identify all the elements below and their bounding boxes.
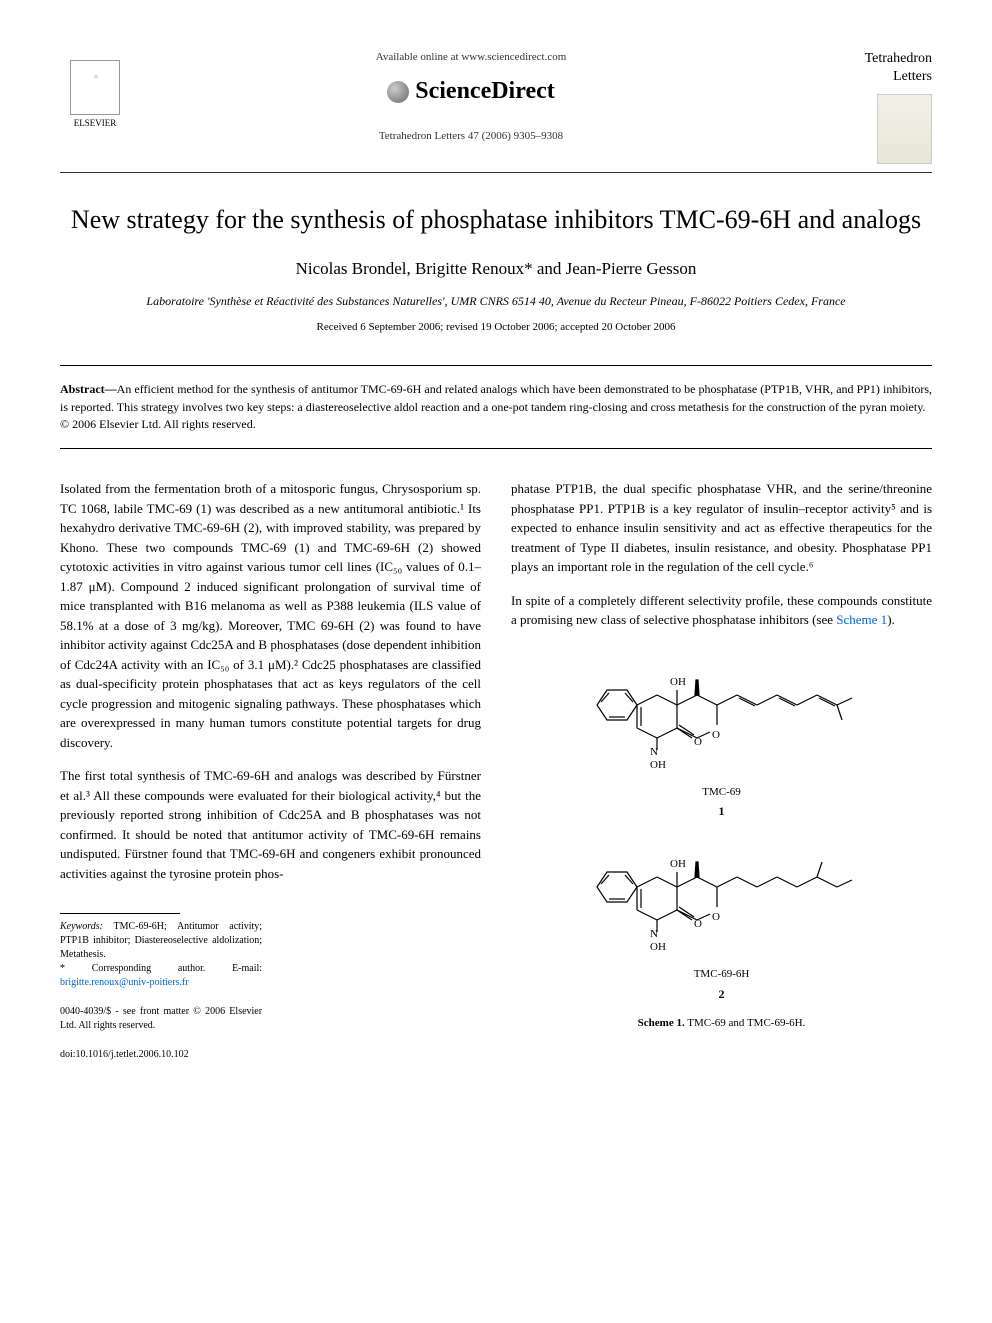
scheme-caption-text: TMC-69 and TMC-69-6H.	[685, 1017, 806, 1029]
footer-left: Keywords: TMC-69-6H; Antitumor activity;…	[60, 913, 262, 1062]
issn-line: 0040-4039/$ - see front matter © 2006 El…	[60, 1005, 262, 1033]
compound-2-label: TMC-69-6H	[511, 966, 932, 983]
sciencedirect-text: ScienceDirect	[415, 75, 555, 109]
body-p2: The first total synthesis of TMC-69-6H a…	[60, 766, 481, 883]
left-column: Isolated from the fermentation broth of …	[60, 479, 481, 1062]
available-online-text: Available online at www.sciencedirect.co…	[150, 50, 792, 65]
elsevier-tree-icon	[70, 60, 120, 115]
body-p3: phatase PTP1B, the dual specific phospha…	[511, 479, 932, 577]
footnote-rule	[60, 913, 180, 914]
svg-text:OH: OH	[670, 676, 686, 688]
body-p4: In spite of a completely different selec…	[511, 591, 932, 630]
svg-text:OH: OH	[650, 941, 666, 953]
elsevier-logo: ELSEVIER	[60, 50, 130, 130]
abstract-label: Abstract—	[60, 382, 117, 396]
body-columns: Isolated from the fermentation broth of …	[60, 479, 932, 1062]
header-bar: ELSEVIER Available online at www.science…	[60, 50, 932, 164]
journal-name-2: Letters	[812, 68, 932, 86]
right-column: phatase PTP1B, the dual specific phospha…	[511, 479, 932, 1062]
journal-reference: Tetrahedron Letters 47 (2006) 9305–9308	[150, 129, 792, 144]
body-p4-end: ).	[887, 612, 895, 627]
doi-line: doi:10.1016/j.tetlet.2006.10.102	[60, 1048, 262, 1062]
corr-label: * Corresponding author. E-mail:	[60, 963, 262, 974]
svg-text:O: O	[712, 911, 720, 923]
compound-2-structure: N OH O OH O	[582, 832, 862, 962]
keywords-label: Keywords:	[60, 921, 103, 932]
top-rule	[60, 172, 932, 173]
journal-cover-icon	[877, 94, 932, 164]
compound-2-num: 2	[511, 985, 932, 1003]
svg-text:O: O	[712, 729, 720, 741]
svg-text:OH: OH	[650, 759, 666, 771]
compound-1-structure: N OH O OH O	[582, 650, 862, 780]
sciencedirect-logo: ScienceDirect	[387, 75, 555, 109]
article-title: New strategy for the synthesis of phosph…	[60, 203, 932, 237]
keywords-line: Keywords: TMC-69-6H; Antitumor activity;…	[60, 920, 262, 962]
journal-right-block: Tetrahedron Letters	[812, 50, 932, 164]
elsevier-text: ELSEVIER	[74, 117, 117, 130]
abstract-bottom-rule	[60, 448, 932, 449]
authors: Nicolas Brondel, Brigitte Renoux* and Je…	[60, 257, 932, 281]
svg-text:OH: OH	[670, 858, 686, 870]
scheme-1-figure: N OH O OH O	[511, 650, 932, 1032]
abstract-top-rule	[60, 365, 932, 366]
email-link[interactable]: brigitte.renoux@univ-poitiers.fr	[60, 977, 189, 988]
affiliation: Laboratoire 'Synthèse et Réactivité des …	[60, 293, 932, 310]
dates: Received 6 September 2006; revised 19 Oc…	[60, 320, 932, 335]
abstract-block: Abstract—An efficient method for the syn…	[60, 381, 932, 433]
sciencedirect-ball-icon	[387, 81, 409, 103]
scheme-link[interactable]: Scheme 1	[836, 612, 887, 627]
compound-1-num: 1	[511, 802, 932, 820]
compound-1-label: TMC-69	[511, 784, 932, 801]
journal-name-1: Tetrahedron	[812, 50, 932, 68]
body-p1: Isolated from the fermentation broth of …	[60, 479, 481, 752]
copyright: © 2006 Elsevier Ltd. All rights reserved…	[60, 416, 932, 433]
scheme-caption-label: Scheme 1.	[638, 1017, 685, 1029]
corresponding-author: * Corresponding author. E-mail: brigitte…	[60, 962, 262, 990]
abstract-text: An efficient method for the synthesis of…	[60, 382, 932, 413]
scheme-caption: Scheme 1. TMC-69 and TMC-69-6H.	[511, 1015, 932, 1032]
center-header: Available online at www.sciencedirect.co…	[130, 50, 812, 144]
